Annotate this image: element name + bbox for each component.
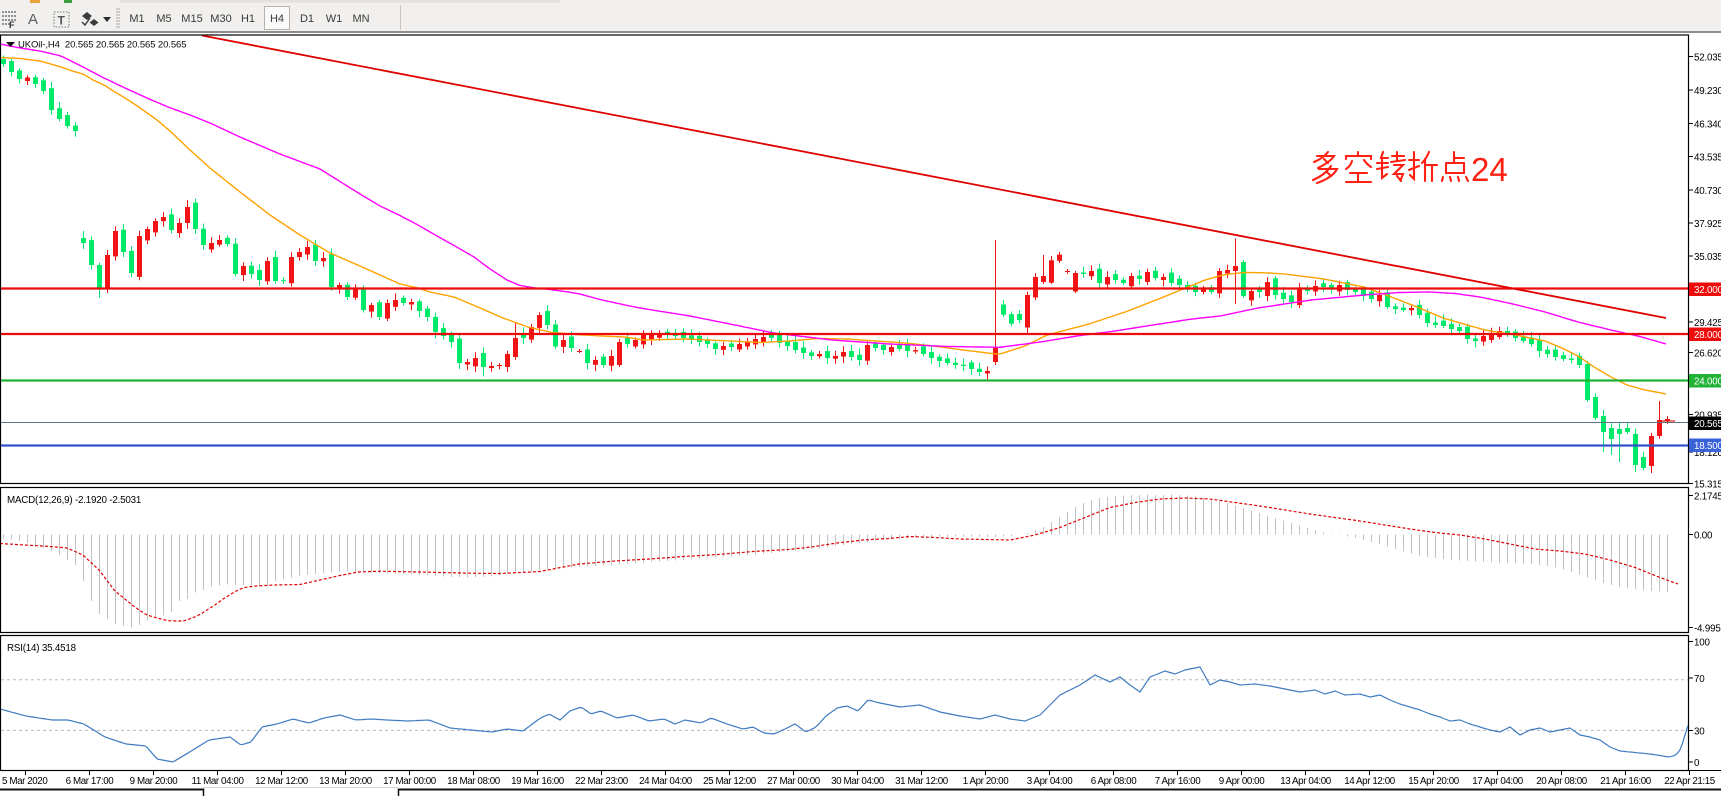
svg-text:70: 70 [1694,674,1705,685]
svg-text:18.500: 18.500 [1694,441,1721,452]
svg-text:19 Mar 16:00: 19 Mar 16:00 [511,776,565,787]
svg-text:32.000: 32.000 [1694,285,1721,296]
svg-text:25 Mar 12:00: 25 Mar 12:00 [703,776,757,787]
svg-text:20.565: 20.565 [1694,419,1721,430]
svg-text:26.620: 26.620 [1694,349,1721,360]
svg-text:27 Mar 00:00: 27 Mar 00:00 [767,776,821,787]
svg-text:MN: MN [352,13,369,25]
svg-text:13 Mar 20:00: 13 Mar 20:00 [319,776,373,787]
svg-text:24: 24 [1471,151,1508,188]
svg-text:24 Mar 04:00: 24 Mar 04:00 [639,776,693,787]
svg-text:30: 30 [1694,727,1705,738]
svg-text:43.535: 43.535 [1694,153,1721,164]
svg-text:D1: D1 [300,13,314,25]
svg-text:M5: M5 [156,13,171,25]
svg-text:20.935: 20.935 [1694,411,1721,422]
svg-text:24.000: 24.000 [1694,377,1721,388]
svg-text:H4: H4 [270,13,284,25]
svg-text:22 Apr 21:15: 22 Apr 21:15 [1664,776,1715,787]
svg-text:15 Apr 20:00: 15 Apr 20:00 [1408,776,1459,787]
svg-text:5 Mar 2020: 5 Mar 2020 [2,776,48,787]
svg-text:21 Apr 16:00: 21 Apr 16:00 [1600,776,1651,787]
svg-text:100: 100 [1694,638,1710,649]
svg-text:20 Apr 08:00: 20 Apr 08:00 [1536,776,1587,787]
svg-text:40.730: 40.730 [1694,186,1721,197]
svg-text:11 Mar 04:00: 11 Mar 04:00 [192,776,245,787]
svg-text:31 Mar 12:00: 31 Mar 12:00 [895,776,949,787]
svg-text:H1: H1 [241,13,255,25]
svg-text:49.230: 49.230 [1694,86,1721,97]
svg-text:6 Apr 08:00: 6 Apr 08:00 [1091,776,1137,787]
svg-text:35.035: 35.035 [1694,252,1721,263]
svg-text:12 Mar 12:00: 12 Mar 12:00 [255,776,309,787]
svg-text:15.315: 15.315 [1694,480,1721,491]
svg-text:M1: M1 [129,13,144,25]
svg-text:6 Mar 17:00: 6 Mar 17:00 [66,776,115,787]
svg-text:M30: M30 [210,13,231,25]
svg-text:46.340: 46.340 [1694,120,1721,131]
svg-text:UKOil-,H4 20.565 20.565 20.56: UKOil-,H4 20.565 20.565 20.565 20.565 [18,40,186,51]
svg-text:2.1745: 2.1745 [1694,492,1721,503]
svg-text:0.00: 0.00 [1694,531,1713,542]
svg-text:9 Apr 00:00: 9 Apr 00:00 [1219,776,1265,787]
svg-text:M15: M15 [181,13,202,25]
svg-text:29.425: 29.425 [1694,318,1721,329]
svg-text:14 Apr 12:00: 14 Apr 12:00 [1344,776,1395,787]
svg-text:-4.9955: -4.9955 [1694,624,1721,635]
svg-text:13 Apr 04:00: 13 Apr 04:00 [1280,776,1331,787]
svg-text:22 Mar 23:00: 22 Mar 23:00 [575,776,629,787]
svg-text:18.120: 18.120 [1694,448,1721,459]
svg-text:MACD(12,26,9) -2.1920 -2.5031: MACD(12,26,9) -2.1920 -2.5031 [7,495,141,506]
svg-text:9 Mar 20:00: 9 Mar 20:00 [130,776,179,787]
svg-text:RSI(14) 35.4518: RSI(14) 35.4518 [7,643,77,654]
svg-text:28.000: 28.000 [1694,330,1721,341]
svg-text:T: T [58,14,66,28]
svg-text:37.925: 37.925 [1694,219,1721,230]
svg-text:18 Mar 08:00: 18 Mar 08:00 [447,776,501,787]
svg-text:1 Apr 20:00: 1 Apr 20:00 [963,776,1009,787]
svg-text:52.035: 52.035 [1694,53,1721,64]
svg-text:3 Apr 04:00: 3 Apr 04:00 [1027,776,1073,787]
svg-text:W1: W1 [326,13,343,25]
svg-text:7 Apr 16:00: 7 Apr 16:00 [1155,776,1201,787]
svg-text:30 Mar 04:00: 30 Mar 04:00 [831,776,885,787]
svg-text:17 Mar 00:00: 17 Mar 00:00 [383,776,437,787]
svg-text:A: A [28,11,38,28]
svg-text:17 Apr 04:00: 17 Apr 04:00 [1472,776,1523,787]
svg-text:0: 0 [1694,758,1700,769]
svg-text:F: F [9,20,15,30]
